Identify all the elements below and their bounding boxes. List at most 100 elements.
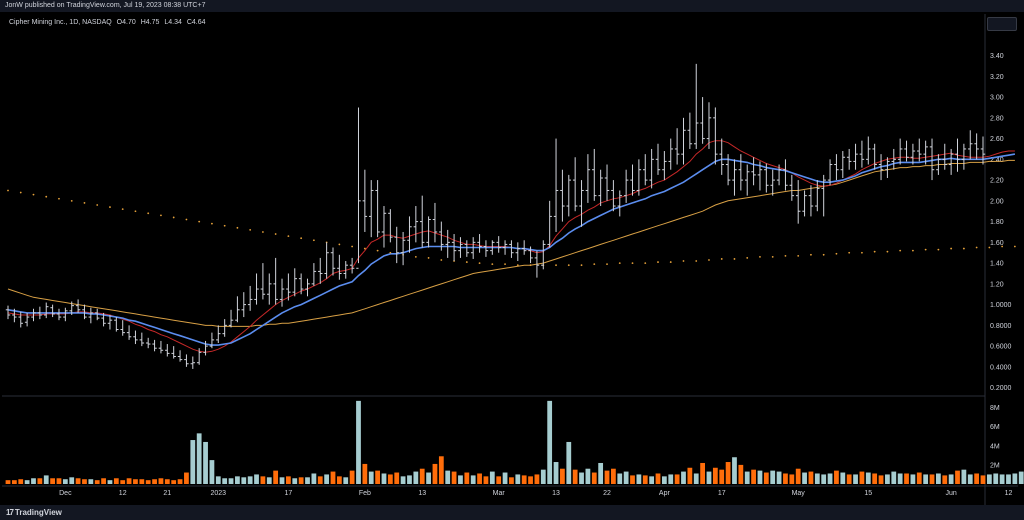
volume-bar: [381, 473, 387, 484]
volume-bar: [113, 478, 119, 484]
ohlc-bar: [145, 337, 151, 349]
volume-bar: [974, 473, 980, 484]
volume-bar: [617, 473, 623, 484]
ohlc-bar: [184, 354, 189, 367]
ohlc-bar: [611, 180, 616, 212]
time-tick-label: Mar: [493, 490, 506, 497]
ohlc-bar: [413, 206, 419, 243]
volume-bar: [375, 470, 380, 484]
ohlc-bar: [643, 154, 648, 186]
volume-bar: [203, 441, 208, 484]
ohlc-bar: [279, 278, 285, 307]
ohlc-bar: [732, 159, 737, 196]
ohlc-bar: [267, 273, 272, 305]
ohlc-bar: [94, 308, 100, 321]
ohlc-bar: [783, 159, 788, 191]
volume-bar: [432, 463, 438, 484]
ohlc-bar: [324, 242, 329, 279]
ohlc-bar: [808, 185, 814, 217]
ohlc-bar: [44, 302, 49, 319]
ohlc-bar: [75, 299, 81, 313]
ma-dot: [465, 261, 468, 263]
tradingview-logo[interactable]: 17 TradingView: [6, 508, 62, 517]
ohlc-bar: [356, 107, 361, 269]
ma-dot: [134, 210, 137, 213]
ohlc-bar: [477, 234, 482, 253]
volume-bar: [37, 478, 43, 484]
volume-bar: [1012, 473, 1018, 484]
ma-dot: [797, 254, 800, 257]
ma-dot: [580, 264, 583, 267]
volume-bar: [598, 462, 604, 484]
ma-dot: [32, 193, 35, 196]
volume-bar: [967, 474, 973, 484]
ohlc-bar: [235, 296, 240, 323]
volume-bar: [540, 469, 546, 484]
ma-dot: [771, 255, 774, 258]
time-tick-label: May: [792, 490, 806, 497]
ohlc-bar: [305, 278, 310, 297]
ohlc-bar: [369, 180, 374, 238]
ma-dot: [516, 264, 519, 267]
ma-dot: [899, 249, 902, 252]
volume-bar: [266, 477, 272, 484]
volume-bar: [744, 471, 750, 484]
volume-bar: [235, 476, 240, 484]
open-key: O: [116, 19, 123, 26]
volume-tick-label: 4M: [990, 443, 1000, 450]
ohlc-bar: [764, 163, 769, 193]
volume-bar: [324, 474, 330, 484]
ohlc-bar: [547, 200, 552, 248]
volume-bar: [451, 471, 457, 484]
ma-orange-line: [7, 159, 1015, 327]
volume-bar: [763, 472, 769, 484]
ohlc-bar: [432, 202, 438, 243]
ma-dot: [109, 206, 111, 208]
volume-bar: [579, 472, 584, 484]
volume-bar: [821, 474, 827, 484]
ma-dot: [478, 262, 481, 265]
ohlc-bar: [228, 309, 234, 328]
ohlc-bar: [719, 138, 724, 175]
ohlc-bar: [878, 154, 884, 181]
chart-settings-box[interactable]: [987, 17, 1017, 31]
ohlc-bar: [534, 250, 540, 278]
ma-dot: [962, 247, 965, 250]
ohlc-bar: [5, 305, 11, 320]
ma-dot: [440, 259, 443, 261]
brand-label: TradingView: [14, 508, 62, 517]
volume-bar: [687, 467, 693, 484]
ohlc-bar: [152, 339, 157, 352]
volume-bar: [572, 469, 578, 484]
ohlc-bar: [509, 240, 514, 258]
volume-bar: [94, 480, 100, 484]
ohlc-bar: [107, 314, 113, 330]
volume-bar: [43, 475, 49, 484]
ohlc-bar: [872, 143, 877, 170]
ma-dot: [389, 251, 392, 254]
ohlc-bar: [273, 257, 278, 305]
ohlc-bar: [923, 140, 928, 165]
chart-frame[interactable]: [2, 14, 1018, 506]
ohlc-bar: [725, 154, 731, 186]
volume-bar: [394, 472, 400, 484]
ohlc-bar: [968, 130, 973, 160]
ma-dot: [567, 264, 570, 267]
ohlc-bar: [891, 148, 897, 170]
ma-dot: [211, 222, 213, 225]
ohlc-bar: [961, 143, 967, 170]
volume-bar: [891, 471, 897, 484]
ohlc-bar: [177, 350, 183, 362]
time-tick-label: 22: [603, 490, 611, 497]
ohlc-bar: [120, 320, 125, 336]
chart-legend: Cipher Mining Inc., 1D, NASDAQ O4.70 H4.…: [9, 19, 206, 26]
volume-bar: [986, 474, 992, 484]
ma-dot: [223, 224, 226, 227]
volume-bar: [528, 476, 533, 484]
volume-bar: [980, 475, 986, 484]
close-key: C: [186, 19, 192, 26]
volume-bar: [999, 474, 1005, 484]
volume-bar: [566, 441, 572, 484]
ohlc-bar: [439, 221, 444, 251]
